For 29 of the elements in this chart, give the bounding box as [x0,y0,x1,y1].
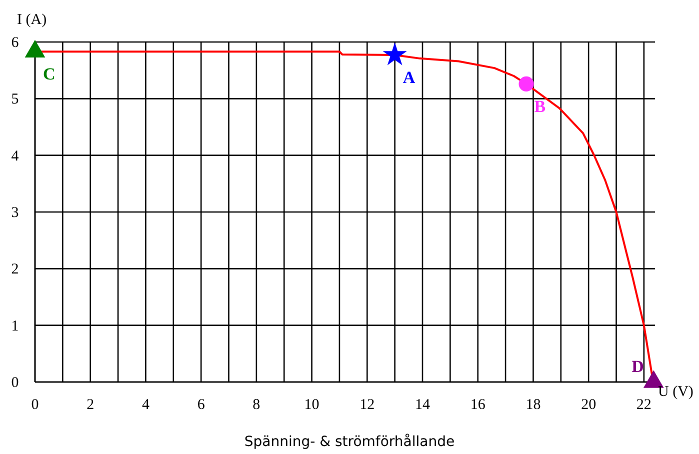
x-tick-label: 2 [86,397,94,413]
y-tick-label: 2 [11,262,19,278]
annotation: C [43,64,56,84]
y-tick-label: 5 [11,92,19,108]
y-tick-label: 6 [11,35,20,51]
point [518,76,534,92]
annotation: A [402,68,416,88]
y-tick-label: 0 [11,375,19,391]
x-tick-label: 22 [636,397,652,413]
x-tick-label: 16 [470,397,486,413]
x-tick-label: 20 [581,397,596,413]
y-axis-title: I (A) [17,12,47,28]
x-tick-label: 0 [31,397,39,413]
x-tick-label: 14 [415,397,430,413]
annotation: B [534,96,546,116]
text: Spänning- & strömförhållande [244,433,455,450]
point [643,370,664,388]
x-tick-label: 6 [197,397,206,413]
x-tick-label: 18 [526,397,541,413]
annotation: D [632,357,644,376]
x-tick-label: 12 [360,397,375,413]
point [382,42,407,66]
y-tick-label: 4 [11,148,20,164]
y-tick-label: 1 [11,318,19,334]
x-tick-label: 4 [142,397,150,413]
x-tick-label: 8 [252,397,260,413]
y-tick-label: 3 [11,205,19,221]
x-tick-label: 10 [304,397,320,413]
x-axis-title: U (V) [658,384,694,400]
